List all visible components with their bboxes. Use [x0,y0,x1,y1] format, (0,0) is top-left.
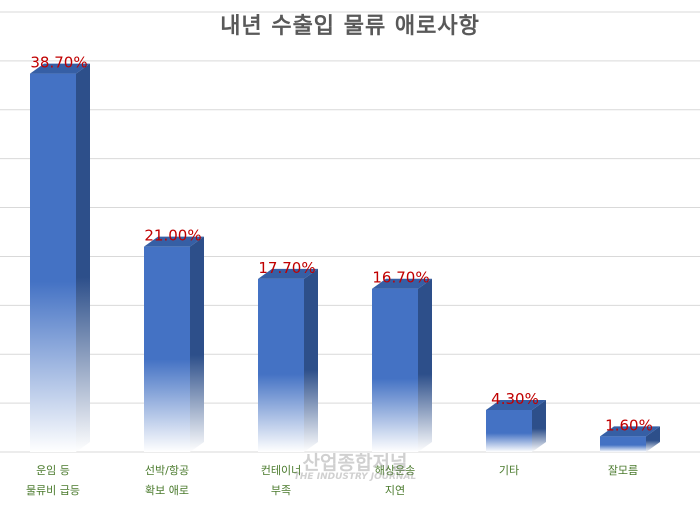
bar [372,288,418,452]
bar [258,278,304,452]
bar-group [144,236,204,452]
bar-top [144,236,204,247]
bar-side [646,426,660,452]
category-label: 해상운송 [375,463,415,477]
data-label: 17.70% [258,259,315,277]
bar-side [532,399,546,452]
bar-top [486,399,546,410]
data-label: 1.60% [605,416,653,434]
category-label: 확보 애로 [145,484,189,497]
bar-group [258,268,318,452]
bar-side [190,236,204,452]
category-label: 물류비 급등 [26,484,80,497]
bar-group [600,426,660,452]
bar-side [304,268,318,452]
data-label: 4.30% [491,390,539,408]
bar-group [486,399,546,452]
category-label: 부족 [271,484,291,497]
data-label: 21.00% [144,227,201,245]
bar-group [30,63,90,452]
bar [144,246,190,452]
data-label: 16.70% [372,269,429,287]
bar-side [418,278,432,452]
bar-top [258,268,318,279]
category-label: 운임 등 [36,464,70,477]
category-label: 지연 [385,484,405,497]
bar-top [30,63,90,74]
category-label: 컨테이너 [261,464,301,477]
category-label: 선박/항공 [145,464,189,477]
bar [486,409,532,452]
chart-title: 내년 수출입 물류 애로사항 [220,14,480,39]
bar-top [372,278,432,289]
category-label: 기타 [499,464,519,477]
bar-side [76,63,90,452]
bar-top [600,426,660,437]
category-label: 잘모름 [608,464,638,477]
bar [30,73,76,452]
bar [600,436,646,452]
data-label: 38.70% [30,54,87,72]
bar-group [372,278,432,452]
